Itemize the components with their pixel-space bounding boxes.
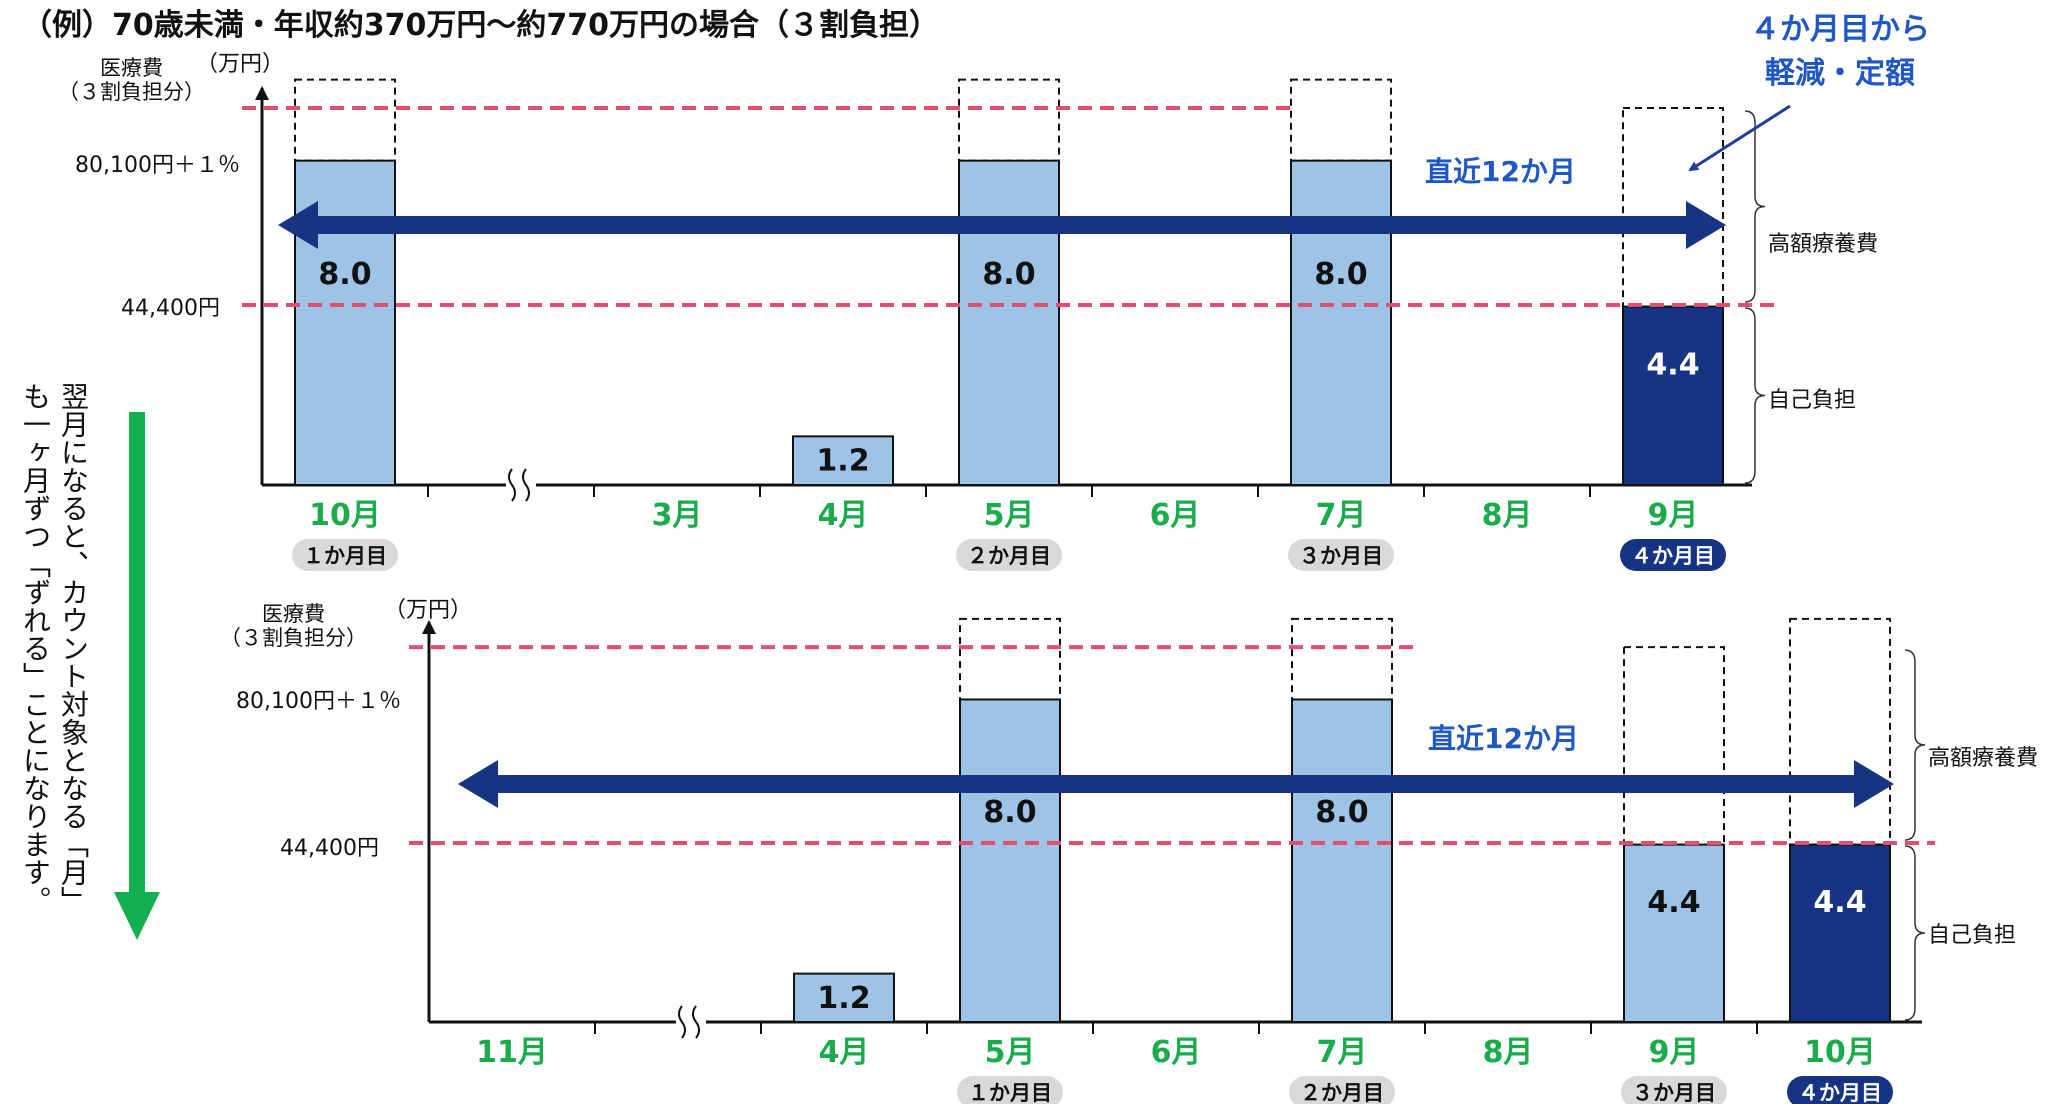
brace-label-self-pay-bottom: 自己負担 bbox=[1928, 923, 2017, 948]
c2-month-label-4: 6月 bbox=[1151, 1035, 1202, 1070]
c1-axis-break-mark-2 bbox=[522, 468, 530, 502]
c2-value-label-3: 8.0 bbox=[983, 795, 1036, 830]
c1-month-label-7: 8月 bbox=[1482, 498, 1533, 533]
ref-label-bottom-upper: 80,100円＋１％ bbox=[236, 689, 401, 714]
c1-month-label-4: 5月 bbox=[984, 498, 1035, 533]
reduction-note: ４か月目から 軽減・定額 bbox=[1690, 8, 1990, 96]
c2-bar-7 bbox=[1623, 843, 1725, 1023]
c2-month-label-5: 7月 bbox=[1317, 1035, 1368, 1070]
c1-bar-8 bbox=[1622, 305, 1724, 486]
c1-badge-text-6: ３か月目 bbox=[1299, 544, 1383, 568]
c2-badge-pill-7 bbox=[1621, 1076, 1727, 1104]
c1-axis-break-mark-1 bbox=[508, 468, 516, 502]
c2-value-label-5: 8.0 bbox=[1315, 795, 1368, 830]
c1-month-label-8: 9月 bbox=[1648, 498, 1699, 533]
c2-month-label-2: 4月 bbox=[819, 1035, 870, 1070]
c1-y-axis-arrowhead bbox=[255, 86, 269, 100]
page-title: （例）70歳未満・年収約370万円～約770万円の場合（３割負担） bbox=[22, 8, 939, 43]
c1-badge-pill-8 bbox=[1620, 539, 1726, 571]
c1-cap-box-0 bbox=[294, 78, 396, 162]
c2-axis-break-mark-2 bbox=[692, 1005, 700, 1039]
c2-badge-text-5: ２か月目 bbox=[1300, 1081, 1384, 1104]
c1-month-label-2: 3月 bbox=[652, 498, 703, 533]
c2-period-arrow-left-head bbox=[458, 760, 498, 808]
c1-value-label-4: 8.0 bbox=[982, 257, 1035, 292]
y-axis-label-top: 医療費 （３割負担分） bbox=[58, 56, 205, 104]
c2-badge-text-3: １か月目 bbox=[968, 1081, 1052, 1104]
y-axis-unit-top: （万円） bbox=[196, 52, 285, 77]
c2-month-label-3: 5月 bbox=[985, 1035, 1036, 1070]
c2-badge-pill-3 bbox=[957, 1076, 1063, 1104]
recent-12-months-label-bottom: 直近12か月 bbox=[1428, 722, 1579, 755]
c1-value-label-6: 8.0 bbox=[1314, 257, 1367, 292]
c2-period-arrow-right-head bbox=[1854, 760, 1894, 808]
c1-month-label-3: 4月 bbox=[818, 498, 869, 533]
c1-period-arrow-right-head bbox=[1686, 201, 1726, 249]
c1-badge-text-4: ２か月目 bbox=[967, 544, 1051, 568]
explanation-text-line2: も一ヶ月ずつ「ずれる」ことになります。 bbox=[19, 382, 52, 914]
c2-badge-pill-8 bbox=[1787, 1076, 1893, 1104]
c1-month-label-6: 7月 bbox=[1316, 498, 1367, 533]
explanation-text-line1: 翌月になると、カウント対象となる「月」 bbox=[57, 382, 90, 914]
c2-bar-3 bbox=[959, 698, 1061, 1023]
c1-bar-6 bbox=[1290, 159, 1392, 486]
brace-label-self-pay-top: 自己負担 bbox=[1768, 388, 1857, 413]
c2-bar-5 bbox=[1291, 698, 1393, 1023]
c2-month-label-0: 11月 bbox=[476, 1035, 548, 1070]
c2-cap-box-8 bbox=[1789, 617, 1891, 846]
c1-period-arrow-left-head bbox=[278, 201, 318, 249]
c2-cap-box-7 bbox=[1623, 646, 1725, 846]
ref-label-top-upper: 80,100円＋１％ bbox=[75, 153, 240, 178]
c1-cap-box-4 bbox=[958, 78, 1060, 162]
pointer-arrow bbox=[1688, 104, 1791, 172]
down-arrow-head bbox=[114, 892, 160, 940]
c1-month-label-5: 6月 bbox=[1150, 498, 1201, 533]
c2-value-label-7: 4.4 bbox=[1647, 885, 1700, 920]
c1-badge-pill-6 bbox=[1288, 539, 1394, 571]
brace-label-high-cost-top: 高額療養費 bbox=[1768, 232, 1879, 257]
c2-badge-text-7: ３か月目 bbox=[1632, 1081, 1716, 1104]
c2-value-label-8: 4.4 bbox=[1813, 885, 1866, 920]
c1-brace-high-cost bbox=[1744, 110, 1766, 303]
c2-cap-box-3 bbox=[959, 617, 1061, 701]
c1-cap-box-8 bbox=[1622, 106, 1724, 308]
c1-badge-text-0: １か月目 bbox=[303, 544, 387, 568]
recent-12-months-label-top: 直近12か月 bbox=[1425, 155, 1576, 188]
c2-badge-pill-5 bbox=[1289, 1076, 1395, 1104]
c2-bar-8 bbox=[1789, 843, 1891, 1023]
reduction-note-line1: ４か月目から bbox=[1750, 12, 1930, 47]
c1-month-label-0: 10月 bbox=[309, 498, 381, 533]
c1-badge-text-8: ４か月目 bbox=[1631, 544, 1715, 568]
c2-bar-2 bbox=[793, 972, 895, 1024]
c1-bar-4 bbox=[958, 159, 1060, 486]
c2-value-label-2: 1.2 bbox=[817, 981, 870, 1016]
brace-label-high-cost-bottom: 高額療養費 bbox=[1928, 746, 2039, 771]
c1-cap-box-6 bbox=[1290, 78, 1392, 162]
c2-brace-self-pay bbox=[1904, 845, 1926, 1021]
c1-value-label-8: 4.4 bbox=[1646, 347, 1699, 382]
c2-badge-text-8: ４か月目 bbox=[1798, 1081, 1882, 1104]
y-axis-unit-bottom: （万円） bbox=[384, 598, 473, 623]
c1-value-label-0: 8.0 bbox=[318, 257, 371, 292]
c1-bar-3 bbox=[792, 435, 894, 486]
y-axis-label-bottom: 医療費 （３割負担分） bbox=[220, 602, 367, 650]
reduction-note-line2: 軽減・定額 bbox=[1765, 56, 1915, 91]
c2-brace-high-cost bbox=[1904, 649, 1926, 841]
c2-y-axis-arrowhead bbox=[422, 620, 436, 634]
c2-cap-box-5 bbox=[1291, 617, 1393, 701]
ref-label-bottom-lower: 44,400円 bbox=[280, 836, 379, 861]
c1-brace-self-pay bbox=[1744, 307, 1766, 484]
c2-month-label-6: 8月 bbox=[1483, 1035, 1534, 1070]
c1-badge-pill-4 bbox=[956, 539, 1062, 571]
c2-axis-break-mark-1 bbox=[678, 1005, 686, 1039]
c1-badge-pill-0 bbox=[292, 539, 398, 571]
c2-month-label-7: 9月 bbox=[1649, 1035, 1700, 1070]
c1-value-label-3: 1.2 bbox=[816, 444, 869, 479]
c2-month-label-8: 10月 bbox=[1804, 1035, 1876, 1070]
ref-label-top-lower: 44,400円 bbox=[121, 296, 220, 321]
